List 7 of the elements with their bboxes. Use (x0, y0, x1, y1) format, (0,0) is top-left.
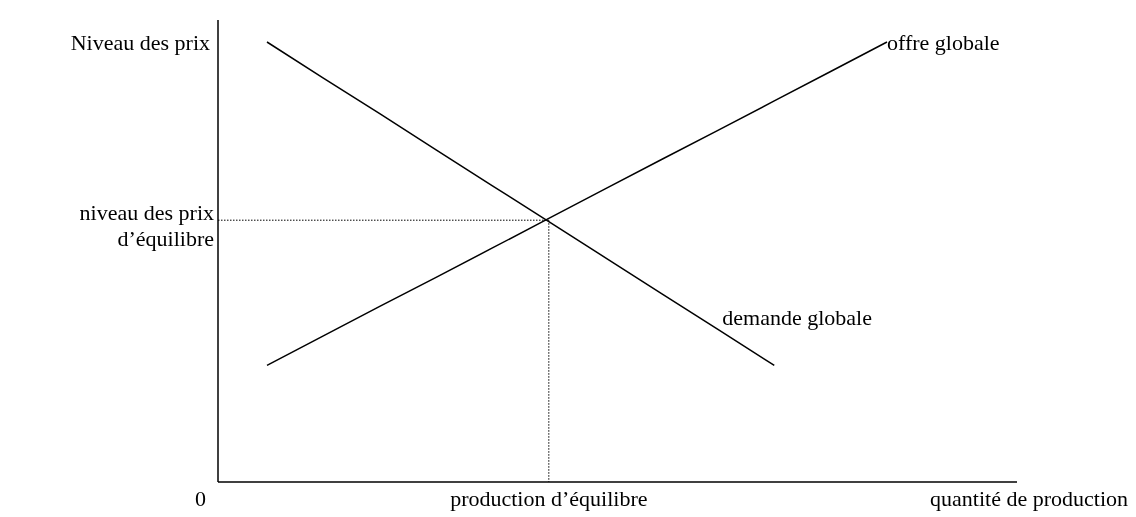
series-label: offre globale (887, 30, 1000, 55)
y-axis-title: Niveau des prix (70, 30, 210, 55)
ref-line-label: niveau des prix d’équilibre (79, 200, 214, 252)
text: 0 (195, 486, 206, 511)
x-axis-title: quantité de production (930, 486, 1128, 511)
text: production d’équilibre (450, 486, 648, 511)
series-label: demande globale (722, 305, 872, 331)
